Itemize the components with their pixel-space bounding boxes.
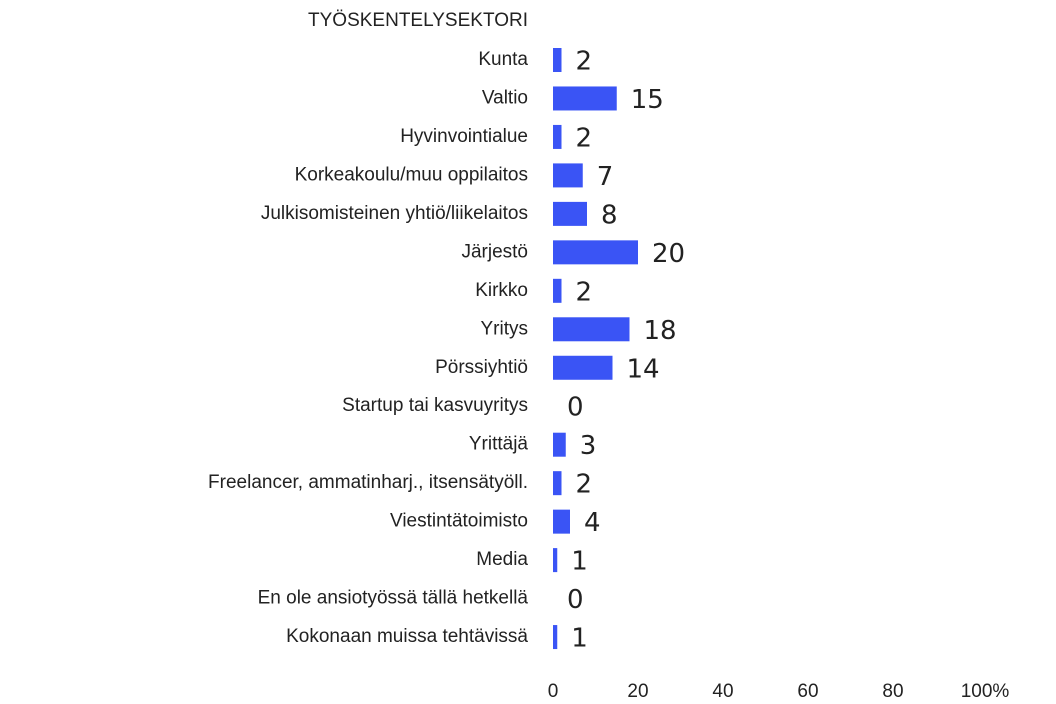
bar [553,625,558,650]
category-label: Kirkko [475,280,528,301]
bar [553,201,587,226]
value-label: 2 [576,123,593,153]
category-label: Viestintätoimisto [390,511,528,532]
bar [553,317,630,342]
category-label: Startup tai kasvuyritys [342,395,528,416]
category-label: Yrittäjä [469,434,529,455]
x-tick-label: 80 [882,681,903,702]
category-label: En ole ansiotyössä tällä hetkellä [258,588,529,609]
x-tick-label: 40 [712,681,733,702]
chart-title: TYÖSKENTELYSEKTORI [308,10,528,31]
value-label: 2 [576,47,593,77]
x-tick-label: 20 [627,681,648,702]
bar [553,432,566,457]
value-label: 8 [601,200,618,230]
value-label: 3 [580,431,597,461]
value-label: 7 [597,162,614,192]
bar [553,278,562,303]
x-tick-label: 100% [961,681,1010,702]
value-label: 18 [644,316,677,346]
bar [553,163,583,188]
bar [553,240,638,265]
category-label: Yritys [481,318,529,339]
bar [553,48,562,72]
category-label: Media [476,549,528,570]
value-label: 0 [567,393,584,423]
category-label: Valtio [482,87,528,108]
value-label: 0 [567,585,584,615]
x-tick-label: 0 [548,681,559,702]
category-label: Kunta [478,49,528,70]
category-label: Julkisomisteinen yhtiö/liikelaitos [261,203,528,224]
category-label: Freelancer, ammatinharj., itsensätyöll. [208,472,528,493]
value-label: 1 [571,624,588,654]
value-label: 4 [584,508,601,538]
value-label: 14 [627,354,660,384]
value-label: 2 [576,470,593,500]
bar [553,124,562,149]
value-label: 15 [631,85,664,115]
category-label: Korkeakoulu/muu oppilaitos [295,164,528,185]
category-label: Pörssiyhtiö [435,357,528,378]
bar [553,509,570,534]
value-label: 20 [652,239,685,269]
category-label: Järjestö [461,241,528,262]
category-label: Hyvinvointialue [400,126,528,147]
category-label: Kokonaan muissa tehtävissä [286,626,528,647]
bar [553,548,558,573]
value-label: 2 [576,277,593,307]
value-label: 1 [571,547,588,577]
bar [553,86,617,111]
bar [553,355,613,380]
bar [553,471,562,496]
x-tick-label: 60 [797,681,818,702]
